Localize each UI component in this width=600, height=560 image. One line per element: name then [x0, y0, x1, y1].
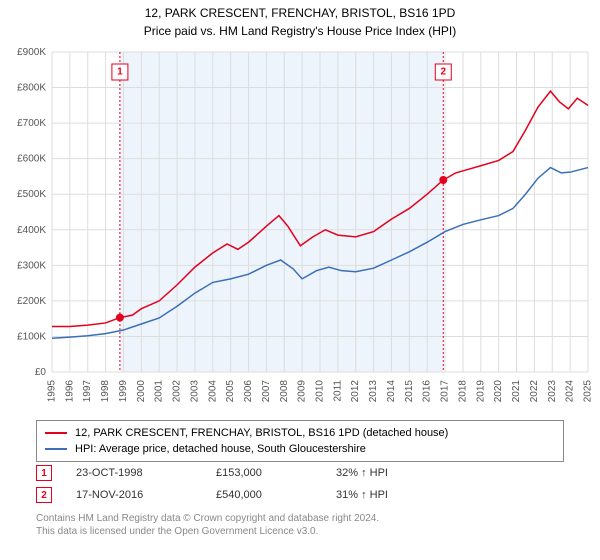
svg-text:£600K: £600K — [17, 154, 46, 165]
svg-text:£400K: £400K — [17, 225, 46, 236]
marker-date: 23-OCT-1998 — [76, 467, 216, 479]
svg-text:2017: 2017 — [440, 380, 451, 403]
svg-text:2: 2 — [440, 67, 446, 78]
svg-text:2004: 2004 — [207, 380, 218, 403]
svg-text:2013: 2013 — [368, 380, 379, 403]
svg-text:2015: 2015 — [404, 380, 415, 403]
svg-text:£300K: £300K — [17, 260, 46, 271]
legend-row: HPI: Average price, detached house, Sout… — [45, 441, 555, 457]
svg-text:2019: 2019 — [475, 380, 486, 403]
svg-text:2008: 2008 — [279, 380, 290, 403]
legend-swatch — [45, 448, 67, 450]
svg-text:£500K: £500K — [17, 189, 46, 200]
legend-row: 12, PARK CRESCENT, FRENCHAY, BRISTOL, BS… — [45, 425, 555, 441]
svg-text:£0: £0 — [35, 367, 47, 378]
svg-text:1996: 1996 — [64, 380, 75, 403]
svg-text:£700K: £700K — [17, 118, 46, 129]
legend-label: HPI: Average price, detached house, Sout… — [75, 443, 366, 455]
marker-date: 17-NOV-2016 — [76, 489, 216, 501]
chart-svg: £0 £100K £200K £300K £400K £500K £600K £700K £80… — [0, 44, 600, 414]
marker-price: £153,000 — [216, 467, 336, 479]
markers-table: 1 23-OCT-1998£153,00032% ↑ HPI 2 17-NOV-201… — [36, 462, 564, 506]
marker-price: £540,000 — [216, 489, 336, 501]
svg-text:1999: 1999 — [118, 380, 129, 403]
chart-title: 12, PARK CRESCENT, FRENCHAY, BRISTOL, BS… — [0, 0, 600, 22]
svg-text:2000: 2000 — [136, 380, 147, 403]
svg-text:2018: 2018 — [457, 380, 468, 403]
svg-text:2010: 2010 — [315, 380, 326, 403]
svg-text:£100K: £100K — [17, 331, 46, 342]
legend: 12, PARK CRESCENT, FRENCHAY, BRISTOL, BS… — [36, 420, 564, 462]
svg-text:1995: 1995 — [47, 380, 58, 403]
svg-text:2007: 2007 — [261, 380, 272, 403]
svg-text:2014: 2014 — [386, 380, 397, 403]
svg-text:2011: 2011 — [332, 380, 343, 402]
svg-text:2023: 2023 — [547, 380, 558, 403]
legend-swatch — [45, 432, 67, 434]
svg-text:1997: 1997 — [82, 380, 93, 403]
svg-text:2025: 2025 — [583, 380, 594, 403]
svg-text:2002: 2002 — [172, 380, 183, 403]
svg-text:2021: 2021 — [511, 380, 522, 403]
svg-text:2009: 2009 — [297, 380, 308, 403]
svg-text:2020: 2020 — [493, 380, 504, 403]
svg-text:2012: 2012 — [350, 380, 361, 403]
svg-text:2016: 2016 — [422, 380, 433, 403]
svg-text:2001: 2001 — [154, 380, 165, 403]
svg-text:1: 1 — [117, 67, 123, 78]
chart-subtitle: Price paid vs. HM Land Registry's House … — [0, 22, 600, 38]
svg-text:2005: 2005 — [225, 380, 236, 403]
footnote-line-1: Contains HM Land Registry data © Crown c… — [36, 512, 564, 525]
svg-text:2003: 2003 — [189, 380, 200, 403]
svg-text:2006: 2006 — [243, 380, 254, 403]
footnote-line-2: This data is licensed under the Open Gov… — [36, 525, 564, 538]
svg-text:£900K: £900K — [17, 47, 46, 58]
marker-pct: 32% ↑ HPI — [336, 467, 476, 479]
svg-text:1998: 1998 — [100, 380, 111, 403]
svg-text:£200K: £200K — [17, 296, 46, 307]
marker-row: 2 17-NOV-2016£540,00031% ↑ HPI — [36, 484, 564, 506]
svg-text:£800K: £800K — [17, 83, 46, 94]
svg-text:2024: 2024 — [565, 380, 576, 403]
marker-index-box: 2 — [36, 487, 52, 503]
footnote: Contains HM Land Registry data © Crown c… — [36, 512, 564, 538]
marker-row: 1 23-OCT-1998£153,00032% ↑ HPI — [36, 462, 564, 484]
chart-area: £0 £100K £200K £300K £400K £500K £600K £700K £80… — [0, 44, 600, 414]
svg-text:2022: 2022 — [529, 380, 540, 403]
legend-label: 12, PARK CRESCENT, FRENCHAY, BRISTOL, BS… — [75, 427, 448, 439]
marker-pct: 31% ↑ HPI — [336, 489, 476, 501]
marker-index-box: 1 — [36, 465, 52, 481]
